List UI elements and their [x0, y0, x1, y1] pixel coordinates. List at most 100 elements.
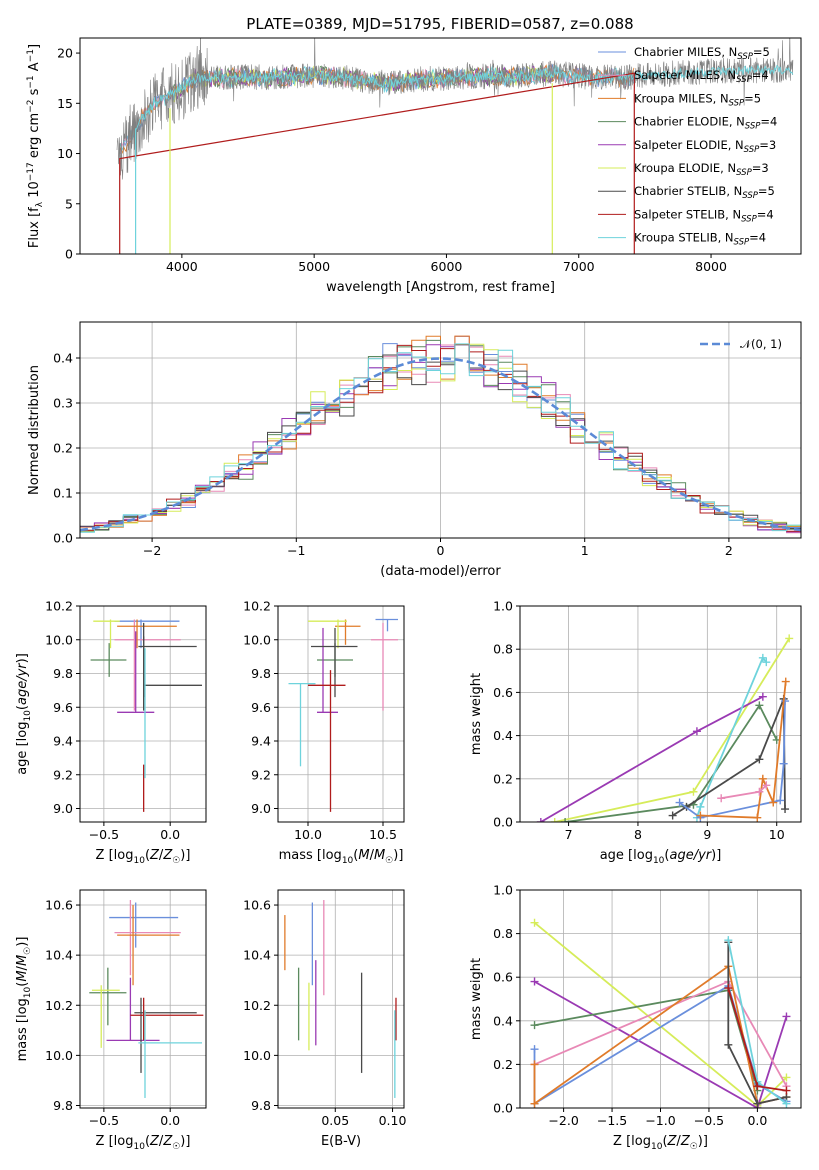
y-tick-label: 5 [65, 196, 73, 211]
weight-line [696, 656, 768, 818]
y-tick-label: 10.2 [243, 998, 271, 1013]
weight-point [782, 1073, 791, 1082]
y-tick-label: 9.6 [251, 700, 271, 715]
label-part: M [15, 955, 30, 966]
label-part: −2 [26, 100, 36, 113]
weight-point [692, 727, 701, 736]
label-part: λ [35, 201, 45, 207]
axes-frame [519, 889, 802, 1109]
label-part: erg cm [27, 113, 42, 162]
axes-frame [79, 605, 207, 823]
label-part: / [159, 848, 164, 863]
y-tick-label: 9.8 [251, 666, 271, 681]
y-tick-label: 0.2 [493, 771, 513, 786]
weight-point [776, 796, 785, 805]
label-part: ☉ [385, 856, 393, 866]
y-tick-label: 9.8 [53, 666, 73, 681]
weight-point [561, 818, 570, 822]
y-tick-label: 0.0 [493, 1101, 513, 1116]
weight-line [564, 703, 778, 822]
x-tick-label: 5000 [298, 259, 330, 274]
weight-line [727, 942, 787, 1105]
x-axis-label: (data-model)/error [380, 564, 501, 579]
y-axis-label: Flux [fλ 10−17 erg cm−2 s−1 A−1] [26, 44, 45, 248]
weight-point [755, 787, 764, 796]
legend-entry-part: SSP [736, 168, 752, 178]
plot-area [536, 634, 794, 822]
label-part: 10 [133, 1142, 145, 1152]
label-part: log [114, 848, 134, 863]
legend-entry-part: Salpeter ELODIE, N [634, 138, 744, 152]
legend-entry: Kroupa STELIB, NSSP=4 [634, 231, 766, 248]
y-tick-label: 9.8 [53, 1098, 73, 1113]
legend-entry-part: =4 [752, 68, 769, 82]
plot-area [284, 900, 397, 1098]
label-part: )] [711, 848, 721, 863]
legend-entry-part: SSP [742, 191, 758, 201]
legend-entry-part: SSP [734, 238, 750, 248]
chart-residuals: −2 −1 0 1 2 0.0 0.1 0.2 0.3 0.4 (data-model)/error… [27, 321, 802, 579]
y-tick-label: 10.2 [243, 599, 271, 614]
label-part: 10 [342, 856, 354, 866]
weight-line [534, 989, 759, 1091]
legend-entry-part: Kroupa MILES, N [634, 91, 729, 105]
weight-point [689, 787, 698, 796]
x-tick-label: 10.5 [369, 827, 397, 842]
weight-point [530, 977, 539, 986]
legend-entry-part: SSP [741, 214, 757, 224]
legend-entry: Chabrier STELIB, NSSP=5 [634, 184, 775, 201]
plot-area [530, 918, 791, 1108]
weight-point [530, 1045, 539, 1054]
label-part: ( [664, 848, 669, 863]
y-axis-label: Normed distribution [27, 365, 42, 495]
weight-point [753, 1082, 762, 1091]
chart-age_vs_Z: −0.5 0.09.09.29.49.69.810.010.2Z [log10(Z… [15, 599, 207, 866]
y-tick-label: 10.0 [243, 1048, 271, 1063]
x-tick-label: 0.0 [160, 1113, 180, 1128]
weight-point [758, 692, 767, 701]
label-part: Z [ [96, 848, 114, 863]
legend-entry: Kroupa MILES, NSSP=5 [634, 91, 761, 108]
label-part: / [676, 1134, 681, 1149]
y-tick-label: 9.8 [251, 1098, 271, 1113]
label-part: )] [15, 653, 30, 663]
legend-entry-part: Salpeter MILES, N [634, 68, 736, 82]
plot-area [89, 900, 204, 1098]
label-part: )] [393, 848, 403, 863]
y-axis-label: age [log10(age/yr)] [15, 653, 33, 775]
legend-entry-part: SSP [745, 122, 761, 132]
label-part: 10 [23, 986, 33, 998]
y-tick-label: 9.4 [251, 734, 271, 749]
label-part: Normed distribution [27, 365, 42, 495]
label-part: / [159, 1134, 164, 1149]
label-part: log [322, 848, 342, 863]
legend-entry: Salpeter ELODIE, NSSP=3 [634, 138, 776, 155]
label-part: )] [15, 937, 30, 947]
label-part: log [114, 1134, 134, 1149]
x-tick-label: −1.0 [645, 1113, 675, 1128]
y-tick-label: 0.4 [493, 1013, 513, 1028]
x-tick-label: 0 [437, 543, 445, 558]
label-part: Z [680, 1134, 691, 1149]
label-part: Flux [f [27, 207, 42, 248]
chart-spectrum: 4000 5000 6000 7000 8000 0 5 10 15 20 wavelength [… [26, 37, 802, 295]
weight-point [753, 1099, 762, 1108]
weight-point [530, 1021, 539, 1030]
y-tick-label: 9.6 [53, 700, 73, 715]
x-tick-label: −2 [143, 543, 161, 558]
label-part: )] [180, 1134, 190, 1149]
label-part: 10 [27, 181, 42, 202]
axes-frame [79, 321, 802, 539]
x-tick-label: −2.0 [548, 1113, 578, 1128]
label-part: 10 [653, 856, 665, 866]
label-part: ( [15, 982, 30, 987]
label-part: Z [162, 1134, 173, 1149]
y-axis-label: mass [log10(M/M☉)] [15, 937, 33, 1062]
legend-entry-part: Chabrier STELIB, N [634, 184, 742, 198]
legend-entry-part: Chabrier MILES, N [634, 45, 737, 59]
label-part: ( [353, 848, 358, 863]
chart-mass_vs_ebv: 0.05 0.10 9.8 10.0 10.2 10.4 10.6 E(B-V) [243, 889, 407, 1149]
legend-entry-part: Kroupa STELIB, N [634, 231, 734, 245]
axes-frame [277, 605, 405, 823]
weight-point [755, 755, 764, 764]
